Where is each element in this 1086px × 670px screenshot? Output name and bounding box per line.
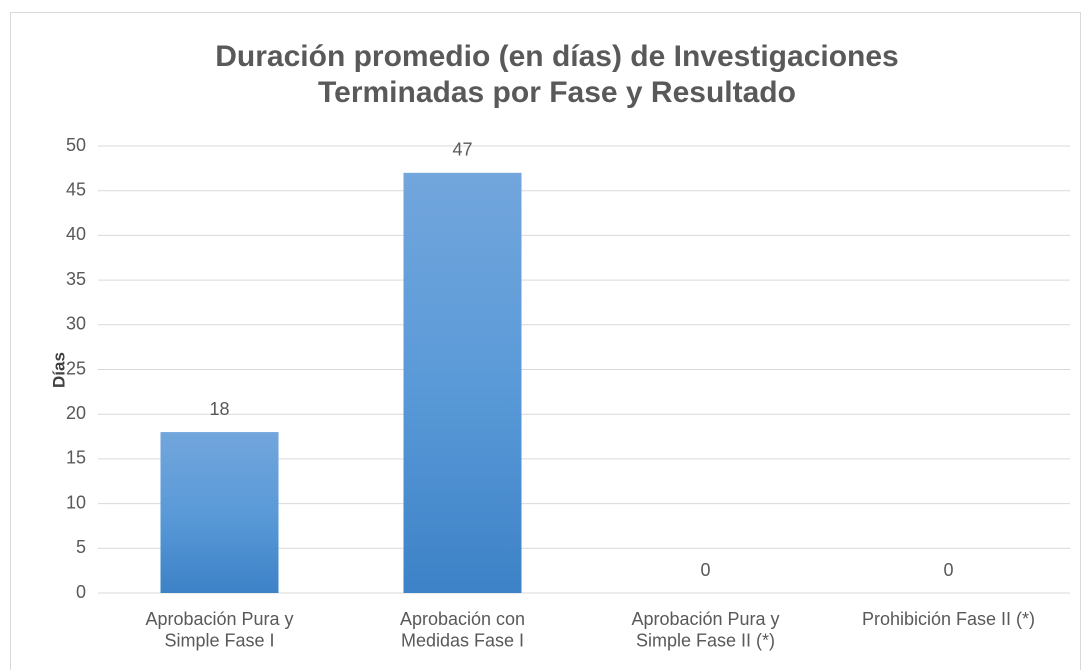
y-tick-label: 25 [66, 358, 86, 378]
y-axis-label: Días [49, 352, 68, 388]
y-tick-label: 30 [66, 314, 86, 334]
x-tick-label: Aprobación Pura y Simple Fase II (*) [631, 609, 779, 651]
y-tick-label: 20 [66, 403, 86, 423]
bar [160, 432, 279, 593]
y-tick-label: 50 [66, 135, 86, 155]
value-label: 18 [209, 399, 229, 419]
value-label: 0 [943, 560, 953, 580]
y-tick-label: 45 [66, 179, 86, 199]
y-tick-label: 10 [66, 492, 86, 512]
y-tick-label: 0 [76, 582, 86, 602]
y-tick-label: 40 [66, 224, 86, 244]
x-tick-label: Aprobación Pura y Simple Fase I [145, 609, 293, 651]
y-tick-label: 35 [66, 269, 86, 289]
value-label: 0 [700, 560, 710, 580]
y-tick-label: 15 [66, 448, 86, 468]
x-tick-label: Prohibición Fase II (*) [862, 609, 1035, 629]
value-label: 47 [452, 140, 472, 160]
y-tick-label: 5 [76, 537, 86, 557]
chart-title: Duración promedio (en días) de Investiga… [215, 40, 898, 109]
bar [403, 172, 522, 593]
x-tick-label: Aprobación con Medidas Fase I [400, 609, 525, 651]
